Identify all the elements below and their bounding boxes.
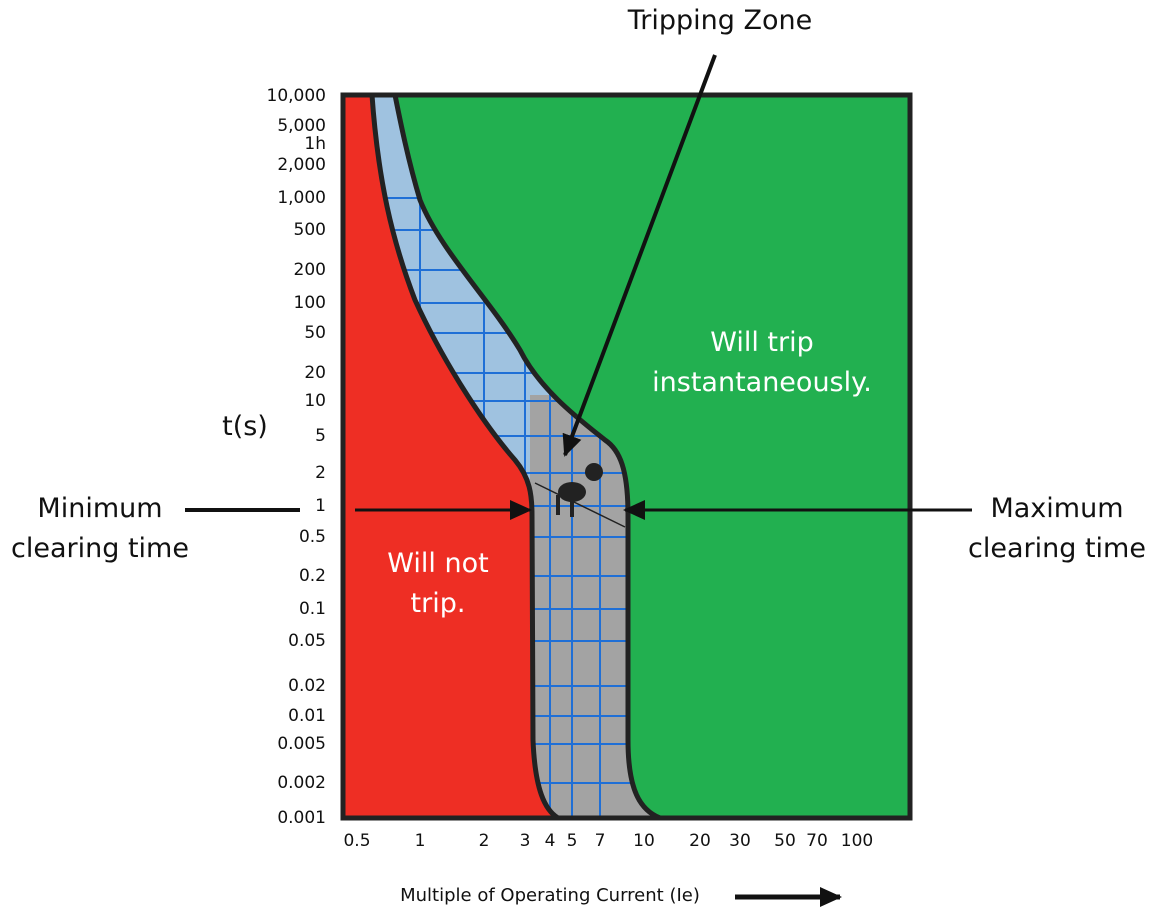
x-tick-label: 50 [774,831,796,851]
x-tick-label: 7 [595,831,606,851]
x-tick-label: 20 [689,831,711,851]
x-tick-label: 5 [567,831,578,851]
y-tick-label: 0.5 [299,527,326,547]
x-tick-label: 4 [545,831,556,851]
y-tick-label: 5 [315,426,326,446]
y-tick-label: 0.005 [277,734,326,754]
annotation: clearing time [968,533,1146,564]
y-tick-label: 0.05 [288,631,326,651]
y-tick-label: 0.1 [299,599,326,619]
y-tick-label: 20 [304,363,326,383]
y-axis-label: t(s) [222,411,268,442]
y-tick-label: 500 [294,220,326,240]
y-tick-label: 10,000 [267,86,326,106]
x-axis-label: Multiple of Operating Current (Ie) [400,885,700,906]
x-tick-label: 70 [806,831,828,851]
region-label: trip. [411,588,466,619]
y-tick-label: 50 [304,323,326,343]
y-tick-label: 10 [304,391,326,411]
x-tick-label: 2 [479,831,490,851]
x-tick-label: 10 [633,831,655,851]
y-tick-label: 0.2 [299,566,326,586]
y-tick-label: 2 [315,463,326,483]
y-tick-label: 0.001 [277,808,326,828]
annotation: clearing time [11,533,189,564]
y-tick-label: 0.002 [277,773,326,793]
region-label: Will not [387,548,488,579]
annotation: Maximum [990,493,1123,524]
y-tick-label: 1,000 [277,188,326,208]
title: Tripping Zone [627,5,812,36]
x-tick-label: 1 [415,831,426,851]
region-label: Will trip [710,327,814,358]
y-tick-label: 1h [304,134,326,154]
x-tick-label: 3 [520,831,531,851]
y-tick-label: 100 [294,293,326,313]
y-tick-label: 1 [315,496,326,516]
y-tick-label: 5,000 [277,116,326,136]
y-tick-label: 2,000 [277,155,326,175]
annotation: Minimum [37,493,162,524]
x-tick-label: 0.5 [343,831,370,851]
region-label: instantaneously. [652,367,872,398]
y-tick-label: 0.02 [288,676,326,696]
diagram: Tripping Zone t(s) Multiple of Operating… [0,0,1156,911]
x-tick-label: 30 [729,831,751,851]
x-tick-label: 100 [841,831,873,851]
y-tick-label: 200 [294,260,326,280]
y-tick-label: 0.01 [288,706,326,726]
